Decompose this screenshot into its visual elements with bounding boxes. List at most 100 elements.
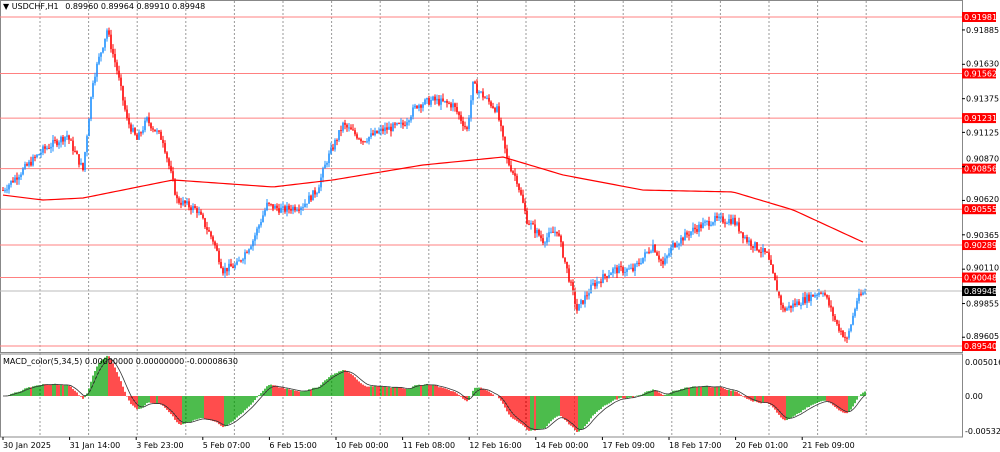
candle-body — [654, 244, 656, 253]
candle-body — [264, 210, 266, 216]
candle-body — [228, 263, 230, 272]
candle-body — [2, 190, 4, 192]
candle-body — [858, 293, 860, 301]
candle-body — [544, 242, 546, 244]
candle-body — [116, 62, 118, 71]
candle-body — [16, 177, 18, 180]
candle-body — [226, 267, 228, 272]
candle-body — [308, 195, 310, 204]
level-label-bg — [962, 272, 996, 283]
candle-body — [538, 229, 540, 236]
candle-body — [780, 295, 782, 306]
candle-body — [680, 237, 682, 244]
level-label-bg — [962, 12, 996, 22]
level-label: 0.91231 — [964, 114, 997, 123]
candle-body — [22, 168, 24, 175]
candle-body — [112, 49, 114, 54]
candle-body — [784, 308, 786, 311]
candle-body — [616, 267, 618, 274]
candle-body — [676, 245, 678, 247]
candle-body — [432, 96, 434, 101]
candle-body — [286, 205, 288, 212]
time-label: 12 Feb 16:00 — [469, 441, 521, 450]
candle-body — [142, 130, 144, 133]
candle-body — [502, 126, 504, 137]
candle-body — [692, 227, 694, 232]
candle-body — [600, 281, 602, 283]
candle-body — [406, 122, 408, 126]
candle-body — [288, 205, 290, 210]
candle-body — [532, 223, 534, 225]
candle-body — [92, 83, 94, 97]
candle-body — [514, 173, 516, 176]
candle-body — [586, 295, 588, 297]
candle-body — [834, 316, 836, 321]
candle-body — [732, 217, 734, 224]
candle-body — [78, 154, 80, 165]
candle-body — [588, 293, 590, 296]
candle-body — [618, 266, 620, 274]
price-tick-label: 0.90870 — [966, 155, 999, 164]
time-label: 17 Feb 09:00 — [602, 441, 654, 450]
candle-body — [830, 305, 832, 308]
ohlc-values: 0.89960 0.89964 0.89910 0.89948 — [65, 2, 206, 11]
candle-body — [70, 139, 72, 141]
candle-body — [578, 304, 580, 311]
candle-body — [604, 274, 606, 277]
candle-body — [852, 315, 854, 325]
candle-body — [30, 161, 32, 166]
candle-body — [794, 303, 796, 306]
candle-body — [180, 202, 182, 205]
candle-body — [788, 305, 790, 309]
candle-body — [590, 284, 592, 294]
candle-body — [100, 52, 102, 57]
candle-body — [458, 112, 460, 116]
candle-body — [516, 175, 518, 184]
candle-body — [270, 203, 272, 205]
candle-body — [302, 207, 304, 209]
level-label-bg — [962, 340, 996, 351]
candle-body — [752, 246, 754, 248]
candle-body — [118, 70, 120, 78]
candle-body — [62, 136, 64, 142]
candle-body — [482, 91, 484, 98]
candle-body — [736, 222, 738, 225]
candle-body — [636, 262, 638, 265]
candle-body — [26, 164, 28, 166]
candle-body — [222, 268, 224, 274]
level-label: 0.91981 — [964, 13, 997, 22]
candle-body — [344, 122, 346, 125]
dropdown-triangle-icon[interactable]: ▼ — [3, 2, 10, 11]
candle-body — [420, 105, 422, 108]
candle-body — [108, 30, 110, 35]
candle-body — [324, 164, 326, 169]
candle-body — [644, 252, 646, 258]
candle-body — [686, 232, 688, 235]
candle-body — [684, 232, 686, 241]
candle-body — [670, 247, 672, 254]
candle-body — [258, 225, 260, 229]
candle-body — [466, 127, 468, 129]
candle-body — [562, 242, 564, 258]
candle-body — [392, 123, 394, 132]
candle-body — [796, 301, 798, 306]
level-label: 0.89540 — [964, 342, 997, 351]
candle-body — [614, 267, 616, 269]
candle-body — [722, 216, 724, 223]
candle-body — [826, 295, 828, 298]
candle-body — [450, 103, 452, 108]
candle-body — [504, 136, 506, 149]
macd-panel-frame — [0, 353, 963, 438]
symbol-label: USDCHF,H1 — [11, 2, 59, 11]
candle-body — [814, 295, 816, 297]
candle-body — [200, 211, 202, 215]
candle-body — [414, 105, 416, 108]
candle-body — [756, 242, 758, 251]
candle-body — [652, 244, 654, 252]
candle-body — [500, 120, 502, 127]
candle-body — [850, 324, 852, 331]
candle-body — [422, 104, 424, 108]
candle-body — [242, 259, 244, 261]
